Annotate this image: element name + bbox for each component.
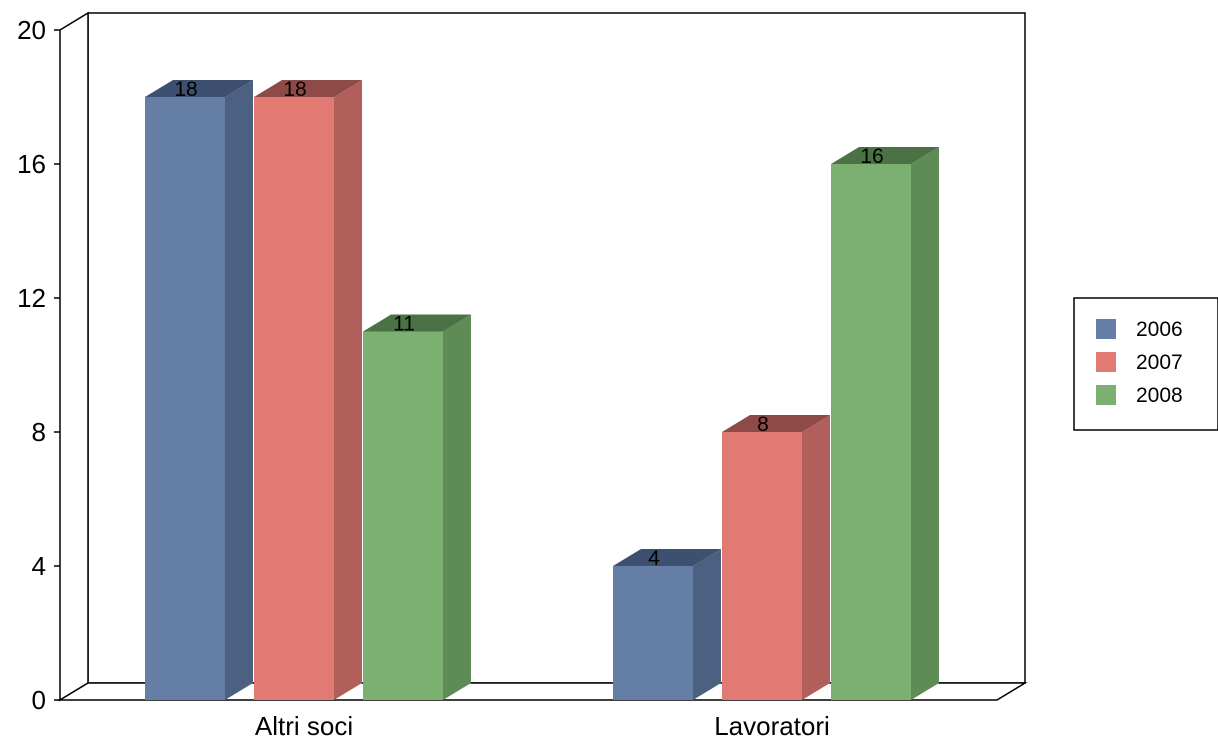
y-tick-label: 16 [17,149,46,179]
bar-top-2007-0 [254,80,362,97]
bar-top-2007-1 [722,415,830,432]
data-label-2007-0: 18 [283,78,306,101]
bar-top-2008-1 [831,147,939,164]
bar-top-2006-0 [145,80,253,97]
bar-side-2006-0 [225,80,253,700]
legend-label-2006: 2006 [1136,318,1183,341]
y-tick-label: 4 [32,551,46,581]
left-wall [59,11,89,702]
legend: 2006 2007 2008 [1073,297,1218,431]
legend-label-2008: 2008 [1136,384,1183,407]
bar-side-2008-0 [443,314,471,700]
legend-swatch-2006 [1096,319,1116,339]
bar-front-2007-1 [722,432,802,700]
category-label-0: Altri soci [255,711,353,741]
data-label-2008-0: 11 [393,313,415,336]
data-label-2006-1: 4 [648,547,660,570]
bars [145,80,939,700]
x-axis-categories: Altri soci Lavoratori [255,711,830,741]
data-label-2007-1: 8 [757,413,769,436]
category-label-1: Lavoratori [714,711,830,741]
bar-top-2008-0 [363,314,471,332]
y-tick-label: 8 [32,417,46,447]
legend-swatch-2007 [1096,352,1116,372]
bar-side-2008-1 [911,147,939,700]
legend-label-2007: 2007 [1136,351,1183,374]
y-tick-label: 0 [32,685,46,715]
data-label-2006-0: 18 [174,78,197,101]
bar-front-2008-0 [363,331,443,700]
bar-side-2007-1 [802,415,830,700]
data-label-2008-1: 16 [860,145,883,168]
y-axis-ticks: 0 4 8 12 16 20 [17,15,60,715]
bar-front-2006-1 [613,566,693,700]
bar-front-2006-0 [145,97,225,700]
bar-side-2006-1 [693,549,721,700]
data-labels: 18 18 11 4 8 16 [174,78,883,570]
bar-front-2007-0 [254,97,334,700]
bar-side-2007-0 [334,80,362,700]
y-tick-label: 20 [17,15,46,45]
bar-top-2006-1 [613,549,721,566]
y-tick-label: 12 [17,283,46,313]
bar-front-2008-1 [831,164,911,700]
legend-swatch-2008 [1096,385,1116,405]
